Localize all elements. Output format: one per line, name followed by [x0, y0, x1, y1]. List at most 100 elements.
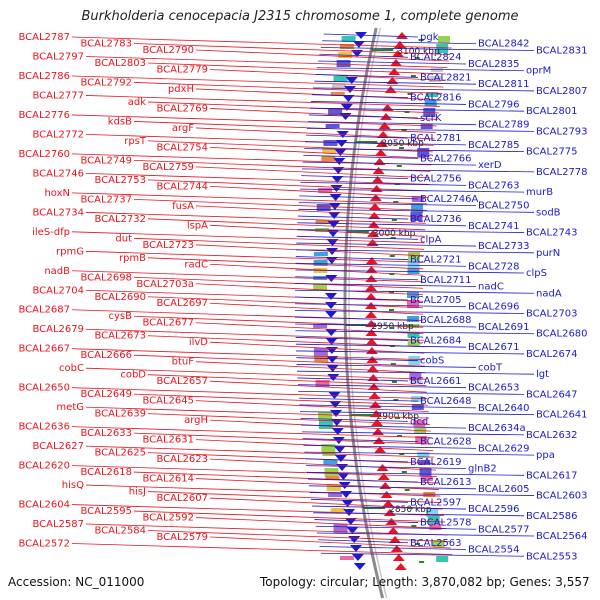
gene-label: rpmB	[119, 253, 146, 264]
leader-line	[315, 525, 477, 530]
leader-line	[209, 380, 427, 393]
gene-label: BCAL2835	[468, 59, 520, 70]
gene-label: BCAL2736	[410, 214, 462, 225]
leader-line	[309, 492, 535, 496]
leader-line	[302, 438, 419, 443]
gene-label: BCAL2627	[32, 441, 84, 452]
leader-line	[133, 121, 436, 133]
leader-line	[296, 229, 525, 233]
leader-line	[147, 491, 442, 503]
gene-label: BCAL2821	[420, 72, 472, 83]
gene-label: BCAL2619	[410, 457, 462, 468]
leader-line	[295, 269, 525, 274]
gene-label: glnB2	[468, 464, 497, 475]
leader-line	[299, 411, 535, 416]
gene-label: BCAL2688	[420, 315, 472, 326]
feature-block-right	[330, 508, 345, 512]
gene-arrow-forward	[369, 401, 382, 408]
gene-label: cobC	[59, 363, 84, 374]
gene-label: BCAL2703	[526, 308, 578, 319]
feature-block-left	[413, 420, 426, 427]
gene-label: BCAL2801	[526, 106, 578, 117]
leader-line	[305, 465, 467, 469]
feature-block-left	[432, 540, 445, 547]
feature-block-right	[341, 36, 356, 42]
leader-line	[295, 343, 467, 348]
leader-line	[307, 478, 419, 483]
leader-line	[147, 218, 426, 231]
gene-arrow-reverse	[340, 104, 353, 111]
leader-line	[295, 262, 467, 267]
leader-line	[209, 536, 451, 549]
leader-line	[133, 82, 443, 94]
gene-label: clpS	[526, 268, 547, 279]
feature-block-right	[325, 124, 340, 128]
leader-line	[147, 62, 447, 75]
leader-line	[299, 404, 477, 409]
leader-line	[294, 310, 525, 314]
gene-label: BCAL2657	[156, 376, 208, 387]
leader-line	[71, 231, 425, 244]
gene-arrow-forward	[390, 545, 403, 552]
gene-arrow-reverse	[345, 77, 358, 84]
leader-line	[323, 33, 419, 38]
feature-block-left	[411, 204, 424, 213]
feature-block-left	[429, 76, 442, 82]
gene-label: btuF	[172, 357, 195, 368]
gene-label: BCAL2733	[478, 241, 530, 252]
leader-line	[71, 75, 444, 88]
leader-line	[71, 387, 428, 400]
leader-line	[71, 465, 438, 477]
gene-label: BCAL2763	[468, 180, 520, 191]
gene-arrow-reverse	[332, 167, 345, 174]
leader-line	[297, 215, 409, 220]
gene-label: BCAL2618	[80, 467, 132, 478]
gene-label: BCAL2572	[18, 539, 70, 550]
gene-label: BCAL2750	[478, 201, 530, 212]
gene-arrow-forward	[378, 122, 391, 129]
gene-label: BCAL2666	[80, 350, 132, 361]
gene-label: BCAL2648	[420, 396, 472, 407]
gene-arrow-reverse	[325, 275, 338, 282]
gene-label: BCAL2584	[94, 526, 146, 537]
feature-block-left	[424, 100, 437, 106]
gene-label: fusA	[172, 201, 194, 212]
gene-label: BCAL2650	[18, 383, 70, 394]
gene-label: BCAL2754	[156, 142, 208, 153]
gene-label: BCAL2563	[410, 538, 462, 549]
gene-label: BCAL2667	[18, 344, 70, 355]
leader-line	[209, 146, 433, 159]
gene-label: BCAL2674	[526, 349, 578, 360]
gene-label: BCAL2629	[478, 443, 530, 454]
gene-arrow-forward	[371, 176, 384, 183]
leader-line	[71, 192, 428, 205]
gene-label: BCAL2597	[410, 497, 462, 508]
kbp-tick-label: 2850 kbp	[389, 505, 432, 515]
leader-line	[209, 263, 424, 276]
gene-arrow-forward	[368, 392, 381, 399]
leader-line	[195, 166, 430, 179]
leader-line	[308, 485, 477, 490]
feature-block-left	[420, 476, 433, 481]
kbp-tick-label: 3000 kbp	[373, 229, 416, 239]
leader-line	[85, 406, 430, 419]
gene-label: BCAL2620	[18, 461, 70, 472]
gene-label: BCAL2744	[156, 181, 208, 192]
gene-label: cobT	[478, 362, 503, 373]
leader-line	[147, 179, 429, 192]
feature-block-right	[318, 412, 333, 420]
leader-line	[133, 198, 427, 211]
gene-label: oprM	[526, 66, 551, 77]
gene-label: BCAL2759	[142, 162, 194, 173]
gene-label: BCAL2766	[420, 153, 472, 164]
gene-arrow-reverse	[348, 536, 361, 543]
feature-block-left	[408, 252, 420, 260]
leader-line	[308, 114, 419, 119]
leader-line	[314, 519, 419, 523]
feature-block-left	[429, 524, 442, 530]
feature-block-left	[407, 300, 419, 308]
leader-line	[195, 400, 429, 413]
leader-line	[305, 458, 409, 463]
gene-label: BCAL2592	[142, 513, 194, 524]
